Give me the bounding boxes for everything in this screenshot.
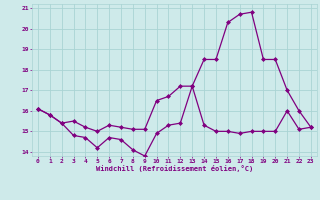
X-axis label: Windchill (Refroidissement éolien,°C): Windchill (Refroidissement éolien,°C) <box>96 165 253 172</box>
